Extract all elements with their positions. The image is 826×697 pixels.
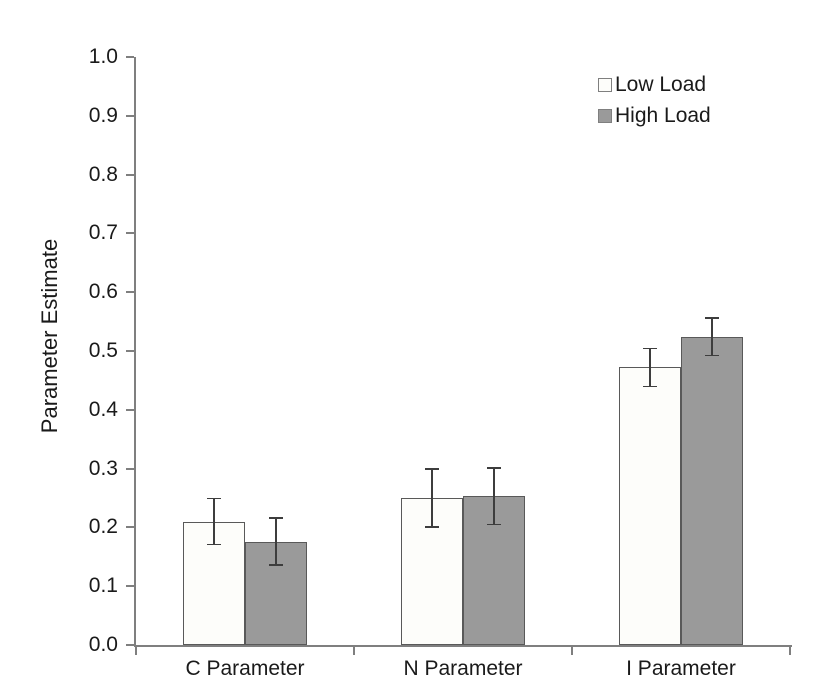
error-bar-cap bbox=[425, 526, 439, 528]
error-bar-cap bbox=[487, 523, 501, 526]
low-load-swatch bbox=[598, 78, 612, 92]
error-bar bbox=[275, 517, 277, 566]
error-bar-cap bbox=[269, 564, 283, 566]
error-bar-cap bbox=[269, 517, 283, 519]
error-bar-cap bbox=[643, 385, 657, 388]
x-tick bbox=[789, 647, 791, 655]
legend-label-high-load: High Load bbox=[615, 104, 711, 127]
high-load-swatch bbox=[598, 109, 612, 123]
legend: Low Load High Load bbox=[598, 73, 711, 128]
x-tick bbox=[135, 647, 137, 655]
bar-low-load-i-parameter bbox=[619, 367, 681, 645]
y-tick bbox=[126, 526, 134, 529]
y-tick-label: 1.0 bbox=[88, 45, 118, 68]
y-tick bbox=[126, 585, 134, 588]
error-bar bbox=[649, 348, 651, 387]
y-tick-label: 0.4 bbox=[88, 397, 118, 421]
y-tick-label: 0.3 bbox=[88, 456, 118, 480]
y-tick bbox=[126, 291, 134, 294]
y-tick-label: 0.8 bbox=[88, 162, 118, 186]
error-bar-cap bbox=[487, 467, 501, 469]
y-tick bbox=[126, 467, 134, 470]
error-bar bbox=[213, 498, 215, 545]
error-bar-cap bbox=[705, 354, 719, 357]
y-tick-label: 0.0 bbox=[88, 633, 118, 656]
y-tick-label: 0.9 bbox=[88, 103, 118, 127]
x-axis-label-c-parameter: C Parameter bbox=[185, 657, 305, 680]
error-bar bbox=[431, 469, 433, 527]
legend-label-low-load: Low Load bbox=[615, 73, 707, 96]
legend-item-low-load: Low Load bbox=[598, 73, 711, 97]
error-bar-cap bbox=[207, 497, 221, 500]
y-tick-label: 0.5 bbox=[88, 339, 118, 362]
x-tick bbox=[571, 647, 573, 655]
y-tick-label: 0.7 bbox=[88, 221, 118, 245]
y-tick bbox=[126, 350, 134, 352]
y-tick-label: 0.1 bbox=[88, 574, 118, 598]
error-bar-cap bbox=[207, 543, 221, 546]
y-tick bbox=[126, 173, 134, 176]
y-tick bbox=[126, 56, 134, 58]
error-bar bbox=[493, 468, 495, 525]
x-tick bbox=[353, 647, 355, 655]
y-tick-label: 0.6 bbox=[88, 280, 118, 304]
y-tick bbox=[126, 644, 134, 646]
error-bar bbox=[711, 318, 713, 356]
error-bar-cap bbox=[643, 347, 657, 350]
plot-area: 0.0 0.1 0.2 0.3 0.4 0.5 0.6 0.7 0.8 0.9 1.0 Low Lo… bbox=[89, 45, 792, 656]
error-bar-cap bbox=[705, 317, 719, 319]
x-axis-label-i-parameter: I Parameter bbox=[626, 657, 736, 680]
x-axis-labels: C Parameter N Parameter I Parameter bbox=[136, 656, 790, 684]
y-tick bbox=[126, 114, 134, 117]
bar-high-load-i-parameter bbox=[681, 336, 743, 645]
y-tick bbox=[126, 408, 134, 411]
x-axis-label-n-parameter: N Parameter bbox=[403, 657, 523, 680]
legend-item-high-load: High Load bbox=[598, 104, 711, 128]
y-tick bbox=[126, 232, 134, 235]
error-bar-cap bbox=[425, 468, 439, 470]
y-tick-label: 0.2 bbox=[88, 515, 118, 539]
